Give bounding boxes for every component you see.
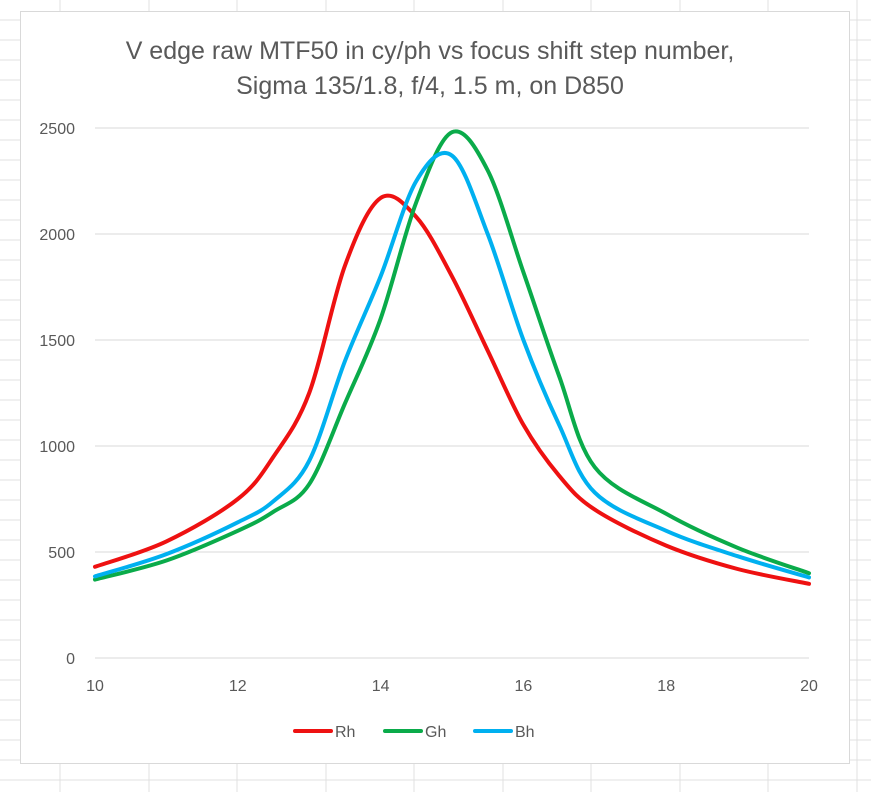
series-line-rh (93, 193, 811, 586)
chart-area[interactable]: V edge raw MTF50 in cy/ph vs focus shift… (20, 11, 850, 764)
legend-item-rh: Rh (293, 724, 355, 741)
y-tick-label: 1000 (39, 439, 75, 456)
legend-item-bh: Bh (473, 724, 535, 741)
legend-label: Bh (515, 724, 535, 741)
chart-svg: V edge raw MTF50 in cy/ph vs focus shift… (39, 37, 818, 741)
y-tick-label: 500 (48, 545, 75, 562)
plot-series (93, 129, 811, 586)
series-line-gh (93, 129, 811, 582)
series-line-bh (93, 150, 811, 580)
legend-label: Gh (425, 724, 446, 741)
y-tick-label: 0 (66, 651, 75, 668)
x-tick-label: 10 (86, 678, 104, 695)
y-axis-ticks: 0 500 1000 1500 2000 2500 (39, 121, 75, 668)
chart-subtitle: Sigma 135/1.8, f/4, 1.5 m, on D850 (236, 72, 624, 100)
x-axis-ticks: 10 12 14 16 18 20 (86, 678, 818, 695)
legend-item-gh: Gh (383, 724, 446, 741)
x-tick-label: 16 (515, 678, 533, 695)
legend: Rh Gh Bh (293, 724, 535, 741)
x-tick-label: 18 (657, 678, 675, 695)
x-tick-label: 12 (229, 678, 247, 695)
x-tick-label: 20 (800, 678, 818, 695)
y-tick-label: 2000 (39, 227, 75, 244)
legend-label: Rh (335, 724, 355, 741)
chart-title: V edge raw MTF50 in cy/ph vs focus shift… (126, 37, 735, 65)
gridlines (95, 127, 809, 659)
y-tick-label: 2500 (39, 121, 75, 138)
y-tick-label: 1500 (39, 333, 75, 350)
x-tick-label: 14 (372, 678, 390, 695)
